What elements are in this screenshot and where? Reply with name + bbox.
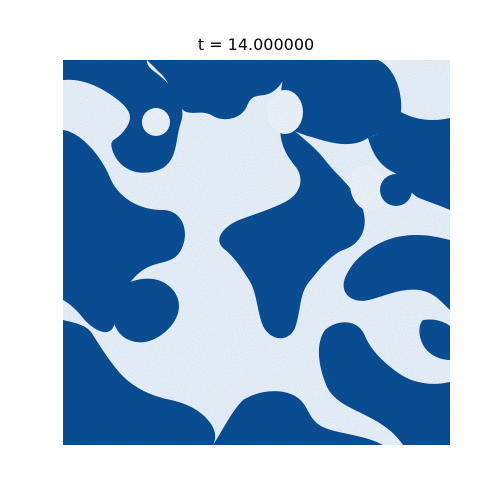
phase-field-image	[63, 60, 450, 445]
phase-field-svg	[63, 60, 450, 445]
plot-title: t = 14.000000	[197, 35, 315, 54]
grain-overlay	[63, 60, 450, 445]
